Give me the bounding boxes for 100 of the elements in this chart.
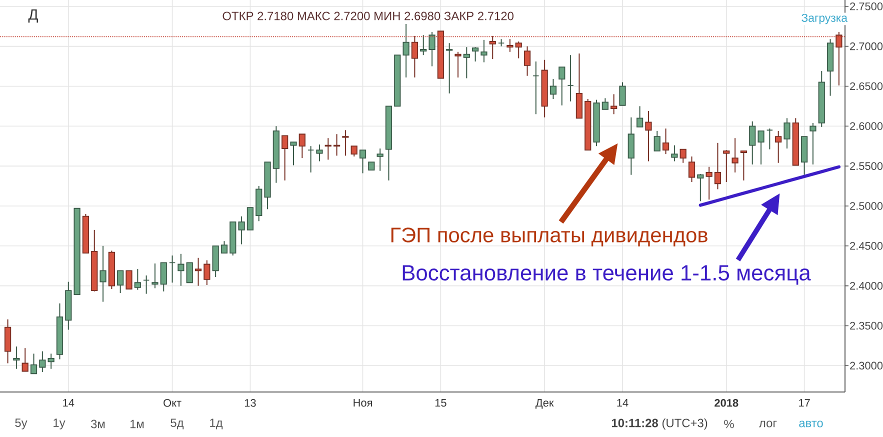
text: 5д xyxy=(170,418,184,430)
candlestick xyxy=(160,262,167,292)
candlestick xyxy=(498,38,505,47)
candlestick xyxy=(784,118,790,149)
candlestick xyxy=(662,128,670,155)
text: 1y xyxy=(54,418,66,430)
candlestick xyxy=(688,156,696,183)
candlestick xyxy=(324,138,332,160)
candlestick xyxy=(732,138,738,173)
candlestick xyxy=(333,134,340,156)
candlestick xyxy=(697,174,704,202)
candlestick xyxy=(836,31,842,86)
candlestick xyxy=(411,35,418,78)
text: % xyxy=(724,420,734,428)
text: 1м xyxy=(130,420,144,428)
text: 5y xyxy=(15,418,28,430)
candlestick xyxy=(740,150,748,181)
candlestick xyxy=(22,348,28,372)
x-tick-label: Окт xyxy=(164,399,182,407)
candlestick xyxy=(359,150,366,174)
text: 10:11:28 (UTC+3) xyxy=(612,418,708,430)
candlestick xyxy=(238,216,245,245)
text: 3м xyxy=(91,420,105,428)
candlestick xyxy=(472,46,479,62)
text: 1д xyxy=(210,418,223,430)
candlestick xyxy=(706,166,712,200)
candlestick xyxy=(506,38,514,52)
candlestick xyxy=(524,46,531,76)
candlestick xyxy=(810,122,816,165)
candlestick xyxy=(100,245,106,302)
y-tick-label: 2.5500 xyxy=(850,162,883,170)
candlestick xyxy=(723,150,730,183)
candlestick xyxy=(316,144,323,162)
candlestick xyxy=(680,148,686,164)
candlestick xyxy=(558,66,566,106)
candlestick xyxy=(758,130,764,165)
y-tick-label: 2.7500 xyxy=(850,2,883,10)
x-tick-label: 17 xyxy=(799,399,810,407)
candlestick xyxy=(420,34,427,56)
x-tick-label: 14 xyxy=(63,399,74,407)
candlestick xyxy=(39,350,46,373)
candlestick xyxy=(428,31,436,67)
candlestick xyxy=(602,98,608,110)
candlestick xyxy=(775,130,782,164)
text: лог xyxy=(759,420,777,428)
candlestick xyxy=(671,144,678,162)
x-tick-label: Дек xyxy=(536,399,554,409)
candlestick xyxy=(152,262,158,289)
y-tick-label: 2.3500 xyxy=(850,322,883,330)
candlestick xyxy=(489,35,496,60)
candlestick xyxy=(515,41,522,59)
candlestick xyxy=(376,148,384,172)
candlestick xyxy=(550,78,557,100)
candlestick xyxy=(749,120,756,165)
x-tick-label: 13 xyxy=(244,399,256,407)
candlestick xyxy=(178,253,184,286)
x-tick-label: 14 xyxy=(617,399,628,407)
candlestick xyxy=(168,254,176,284)
y-tick-label: 2.4000 xyxy=(850,282,883,290)
candlestick xyxy=(220,240,228,254)
candlestick xyxy=(48,353,54,370)
y-tick-label: 2.4500 xyxy=(850,242,883,250)
candlestick xyxy=(30,353,38,374)
candlestick xyxy=(4,318,12,364)
candlestick xyxy=(654,130,660,152)
text: Д xyxy=(28,9,38,23)
candlestick xyxy=(298,134,306,159)
y-tick-label: 2.3000 xyxy=(850,362,883,370)
text: авто xyxy=(799,420,823,428)
x-tick-label: 2018 xyxy=(714,399,738,407)
candlestick xyxy=(194,257,202,286)
candlestick xyxy=(463,46,470,79)
candlestick xyxy=(610,94,618,115)
candlestick xyxy=(143,274,150,294)
candlestick xyxy=(204,260,210,286)
candlestick xyxy=(567,54,574,102)
candlestick xyxy=(766,128,773,150)
y-tick-label: 2.5000 xyxy=(850,202,883,210)
annotation: Загрузка xyxy=(802,14,848,24)
candlestick xyxy=(246,207,254,230)
text: ОТКР 2.7180 МАКС 2.7200 МИН 2.6980 ЗАКР 2.7120 xyxy=(222,12,514,20)
annotation: Восстановление в течение 1-1.5 месяца xyxy=(402,265,811,285)
y-tick-label: 2.6000 xyxy=(850,122,883,130)
candlestick xyxy=(446,42,453,94)
candlestick xyxy=(402,23,410,78)
candlestick xyxy=(619,82,626,106)
candlestick xyxy=(628,116,634,176)
candlestick xyxy=(714,142,722,190)
y-tick-label: 2.6500 xyxy=(850,82,883,90)
y-tick-label: 2.7000 xyxy=(850,42,883,50)
candlestick xyxy=(645,110,652,162)
x-tick-label: Ноя xyxy=(354,399,372,407)
candlestick xyxy=(290,142,297,166)
x-tick-label: 15 xyxy=(435,399,446,407)
candlestick xyxy=(480,39,488,63)
candlestick xyxy=(134,268,141,290)
candlestick xyxy=(532,60,540,115)
candlestick xyxy=(350,146,358,157)
candlestick xyxy=(454,51,462,78)
candlestick xyxy=(126,270,132,290)
